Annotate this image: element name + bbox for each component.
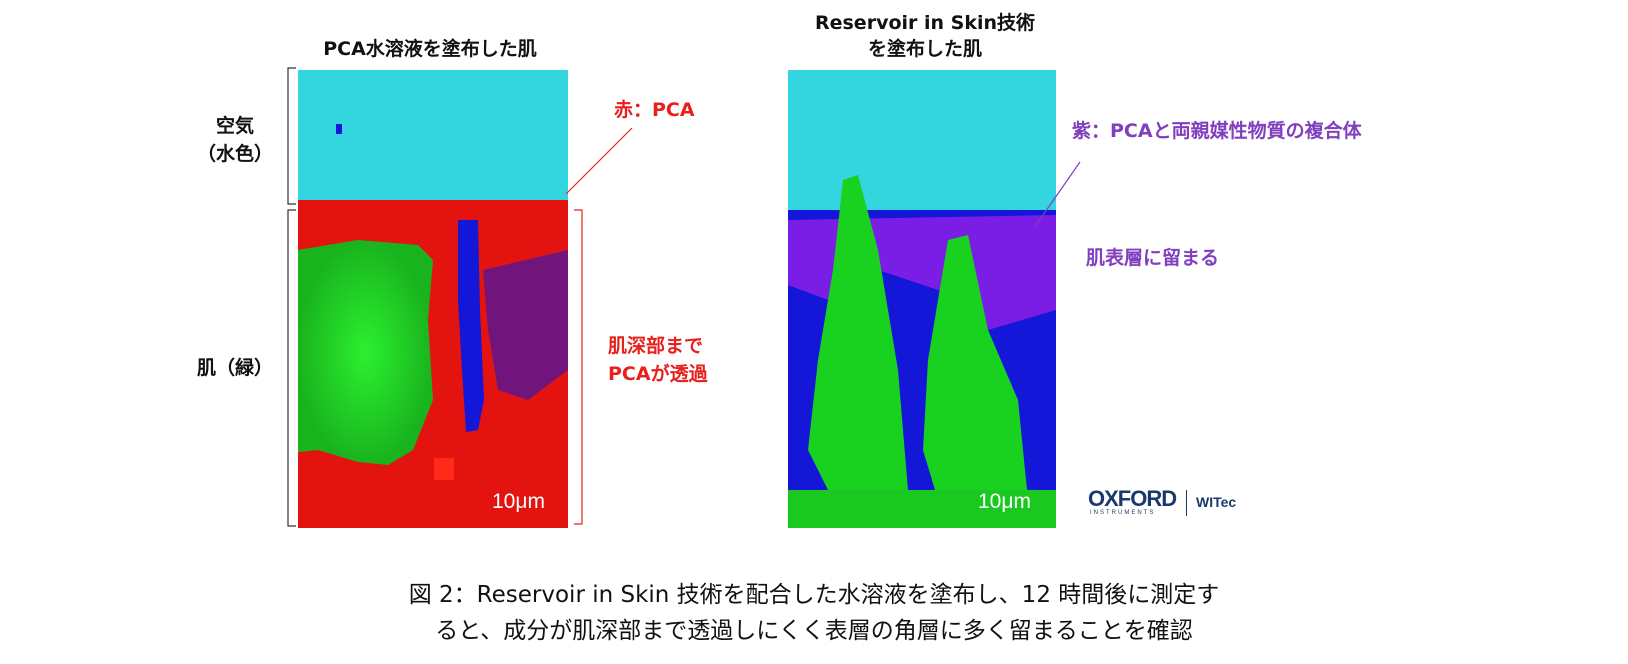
left-hotspot <box>434 458 454 480</box>
left-skin-region <box>298 240 433 465</box>
right-raman-map <box>788 70 1056 528</box>
right-panel-title: Reservoir in Skin技術 を塗布した肌 <box>814 12 1036 60</box>
right-skin-right <box>923 235 1028 500</box>
complex-annotation: 紫：PCAと両親媒性物質の複合体 <box>1072 120 1362 142</box>
right-red-bracket <box>574 209 583 525</box>
logo-witec: WITec <box>1196 494 1237 510</box>
right-skin-left <box>808 175 908 490</box>
surface-retention-annotation: 肌表層に留まる <box>1086 247 1220 269</box>
left-brackets <box>287 67 296 527</box>
left-air-dot <box>336 124 342 134</box>
logo-divider <box>1186 490 1187 516</box>
right-scale-label: 10μm <box>978 490 1031 513</box>
left-raman-map <box>298 70 568 528</box>
skin-label: 肌（緑） <box>196 357 273 379</box>
pca-annotation: 赤：PCA <box>614 99 695 121</box>
deep-penetration-annotation: 肌深部まで PCAが透過 <box>608 335 708 385</box>
left-mixed-zone <box>483 250 568 400</box>
left-panel-title: PCA水溶液を塗布した肌 <box>323 38 537 60</box>
right-air-region <box>788 70 1056 220</box>
left-scale-label: 10μm <box>492 490 545 513</box>
figure-caption: 図 2：Reservoir in Skin 技術を配合した水溶液を塗布し、12 … <box>408 582 1220 644</box>
logo-oxford: OXFORD <box>1088 486 1177 511</box>
logo-instruments: INSTRUMENTS <box>1090 510 1156 516</box>
left-air-region <box>298 70 568 210</box>
pca-leader-line <box>565 127 633 195</box>
left-deep-channel <box>458 220 484 432</box>
air-label: 空気 （水色） <box>196 115 273 165</box>
complex-leader-line <box>1033 161 1081 229</box>
oxford-witec-logo: OXFORD INSTRUMENTS WITec <box>1088 486 1258 526</box>
right-bottom-skin <box>788 490 1056 528</box>
